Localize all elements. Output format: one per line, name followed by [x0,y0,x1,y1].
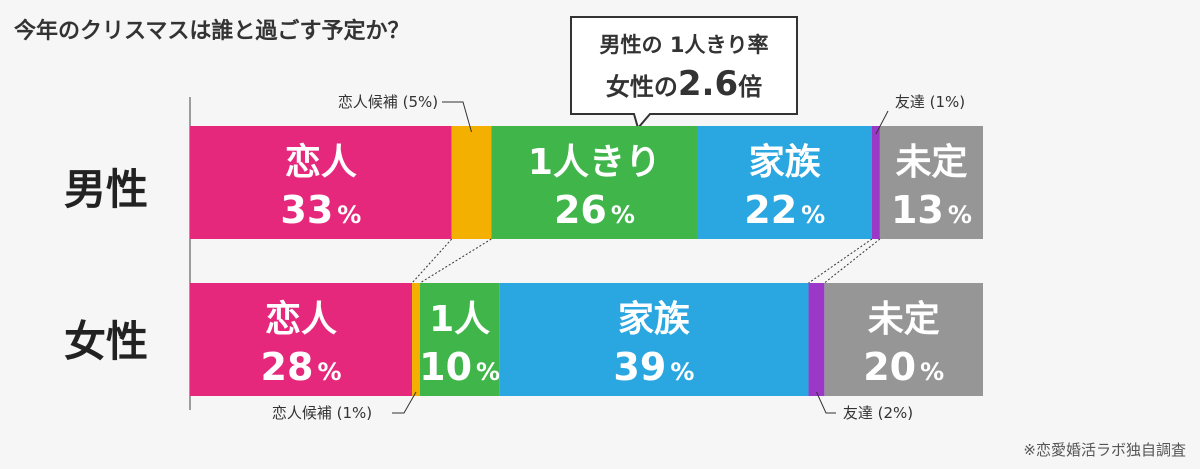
callout-line1: 男性の 1人きり率 [600,33,769,57]
seg-pct-female-2: 10% [419,345,500,389]
seg-pct-male-3: 22% [744,188,825,232]
seg-name-female-5: 未定 [868,299,940,340]
seg-pct-male-0: 33% [280,188,361,232]
bar-female-3 [499,283,809,396]
seg-name-female-3: 家族 [618,299,690,340]
ext-label-female-friend: 友達 (2%) [843,404,913,422]
bars: 恋人 33 % 1人きり 26 % 家族 22 % 未定 13 % 恋人 28 % 1人 10 % 家族 39 % 未定 2… [190,126,983,396]
leader-female-friend [816,391,836,414]
chart-title: 今年のクリスマスは誰と過ごす予定か？ [14,18,410,44]
bar-female-0 [190,283,413,396]
bar-male-3 [697,126,872,239]
connector-4-x0 [808,238,873,284]
seg-pct-female-3: 39% [613,345,694,389]
callout: 男性の 1人きり率 女性の2.6倍 [570,16,798,131]
row-label-male: 男性 [64,165,148,214]
seg-pct-male-5: 13% [891,188,972,232]
leader-male-friend [875,110,889,135]
bar-female-4 [808,283,825,396]
seg-name-male-2: 1人きり [528,142,661,183]
source-note: ※恋愛婚活ラボ独自調査 [1023,441,1186,459]
ext-label-male-friend: 友達 (1%) [895,93,965,111]
seg-pct-female-0: 28% [261,345,342,389]
bar-male-0 [190,126,452,239]
bar-male-4 [871,126,880,239]
connector-1-x1 [419,238,492,284]
leader-male-candidate [442,101,472,133]
connector-1-x0 [411,238,453,284]
seg-name-male-0: 恋人 [285,141,357,183]
connectors [411,238,881,284]
seg-pct-female-5: 20% [863,345,944,389]
ext-label-female-candidate: 恋人候補 (1%) [272,404,372,422]
bar-female-1 [412,283,420,396]
seg-pct-male-2: 26% [554,188,635,232]
callout-line2-suffix: 倍 [738,73,762,101]
connector-4-x1 [824,238,881,284]
ext-label-male-candidate: 恋人候補 (5%) [338,93,438,111]
callout-line2-prefix: 女性の [606,73,678,101]
seg-name-female-2: 1人 [429,299,490,340]
callout-multiplier: 2.6 [678,64,738,104]
seg-name-male-5: 未定 [895,142,967,183]
bar-male-2 [491,126,698,239]
leader-female-candidate [392,391,417,414]
external-labels: 恋人候補 (5%) 友達 (1%) 恋人候補 (1%) 友達 (2%) [272,93,965,422]
seg-name-male-3: 家族 [749,142,821,183]
seg-name-female-0: 恋人 [265,298,337,340]
callout-box [570,16,798,131]
bar-male-1 [451,126,492,239]
bar-female-5 [824,283,983,396]
row-label-female: 女性 [64,317,148,366]
bar-female-2 [419,283,500,396]
bar-male-5 [879,126,983,239]
callout-line2: 女性の2.6倍 [606,64,762,104]
